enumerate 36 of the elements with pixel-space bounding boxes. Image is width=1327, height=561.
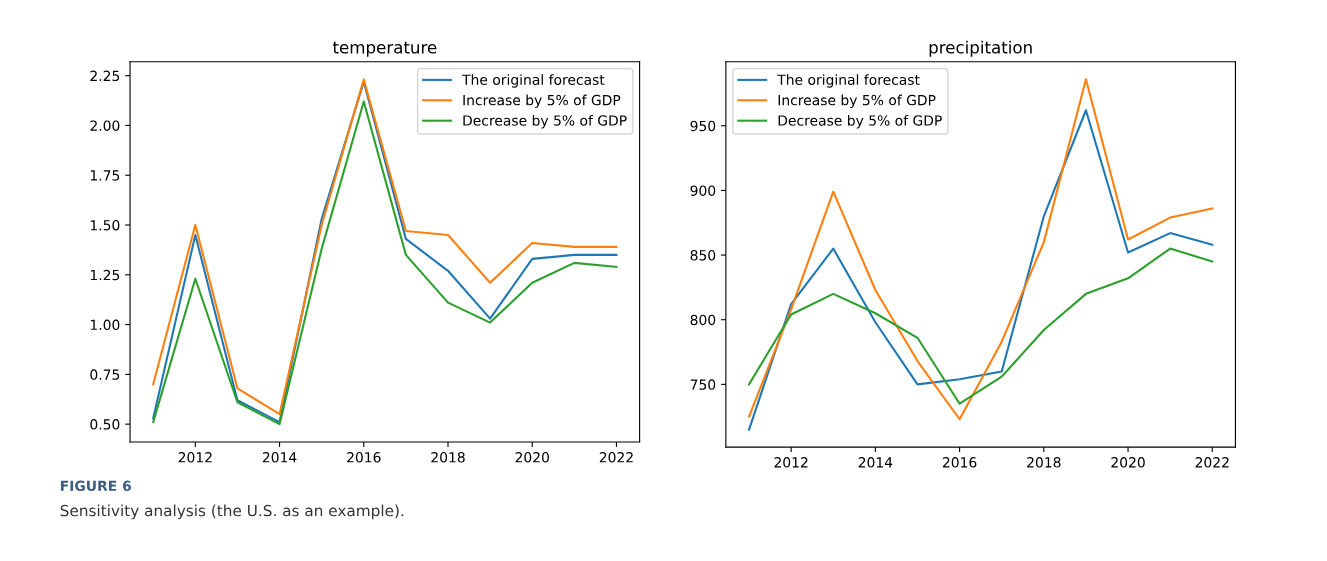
x-tick-label: 2018 [431,452,465,463]
chart-title: temperature [332,41,437,57]
y-tick-label: 2.00 [90,120,120,131]
y-tick-label: 0.75 [90,369,120,380]
legend-label: The original forecast [462,74,605,88]
legend-label: Decrease by 5% of GDP [778,114,942,129]
y-tick-label: 750 [690,379,716,390]
y-tick-label: 1.75 [90,170,120,181]
caption: FIGURE 6 [60,480,131,492]
legend-label: The original forecast [777,74,920,88]
x-tick-label: 2020 [1111,457,1145,468]
x-tick-label: 2016 [347,452,381,463]
y-tick-label: 950 [690,120,716,132]
x-tick-label: 2022 [1195,457,1229,468]
x-tick-label: 2022 [599,452,633,463]
y-tick-label: 850 [690,250,716,261]
y-tick-label: 900 [690,185,716,196]
line-series [747,247,1214,405]
y-tick-label: 800 [690,314,716,326]
chart-title: precipitation [929,40,1032,57]
y-tick-label: 2.25 [90,70,120,82]
x-tick-label: 2014 [262,452,297,463]
x-tick-label: 2012 [774,457,808,468]
y-tick-label: 0.50 [90,419,120,430]
y-tick-label: 1.00 [90,319,120,331]
y-tick-label: 1.25 [90,269,120,281]
y-tick-label: 1.50 [90,219,120,231]
x-tick-label: 2016 [942,457,977,468]
x-tick-label: 2014 [858,457,893,468]
x-tick-label: 2020 [515,452,549,463]
x-tick-label: 2018 [1027,457,1061,468]
legend-label: Increase by 5% of GDP [778,94,936,109]
x-tick-label: 2012 [178,452,212,463]
legend-label: Increase by 5% of GDP [463,94,621,109]
text: Sensitivity analysis (the U.S. as an example). [60,504,404,520]
legend-label: Decrease by 5% of GDP [463,114,627,129]
